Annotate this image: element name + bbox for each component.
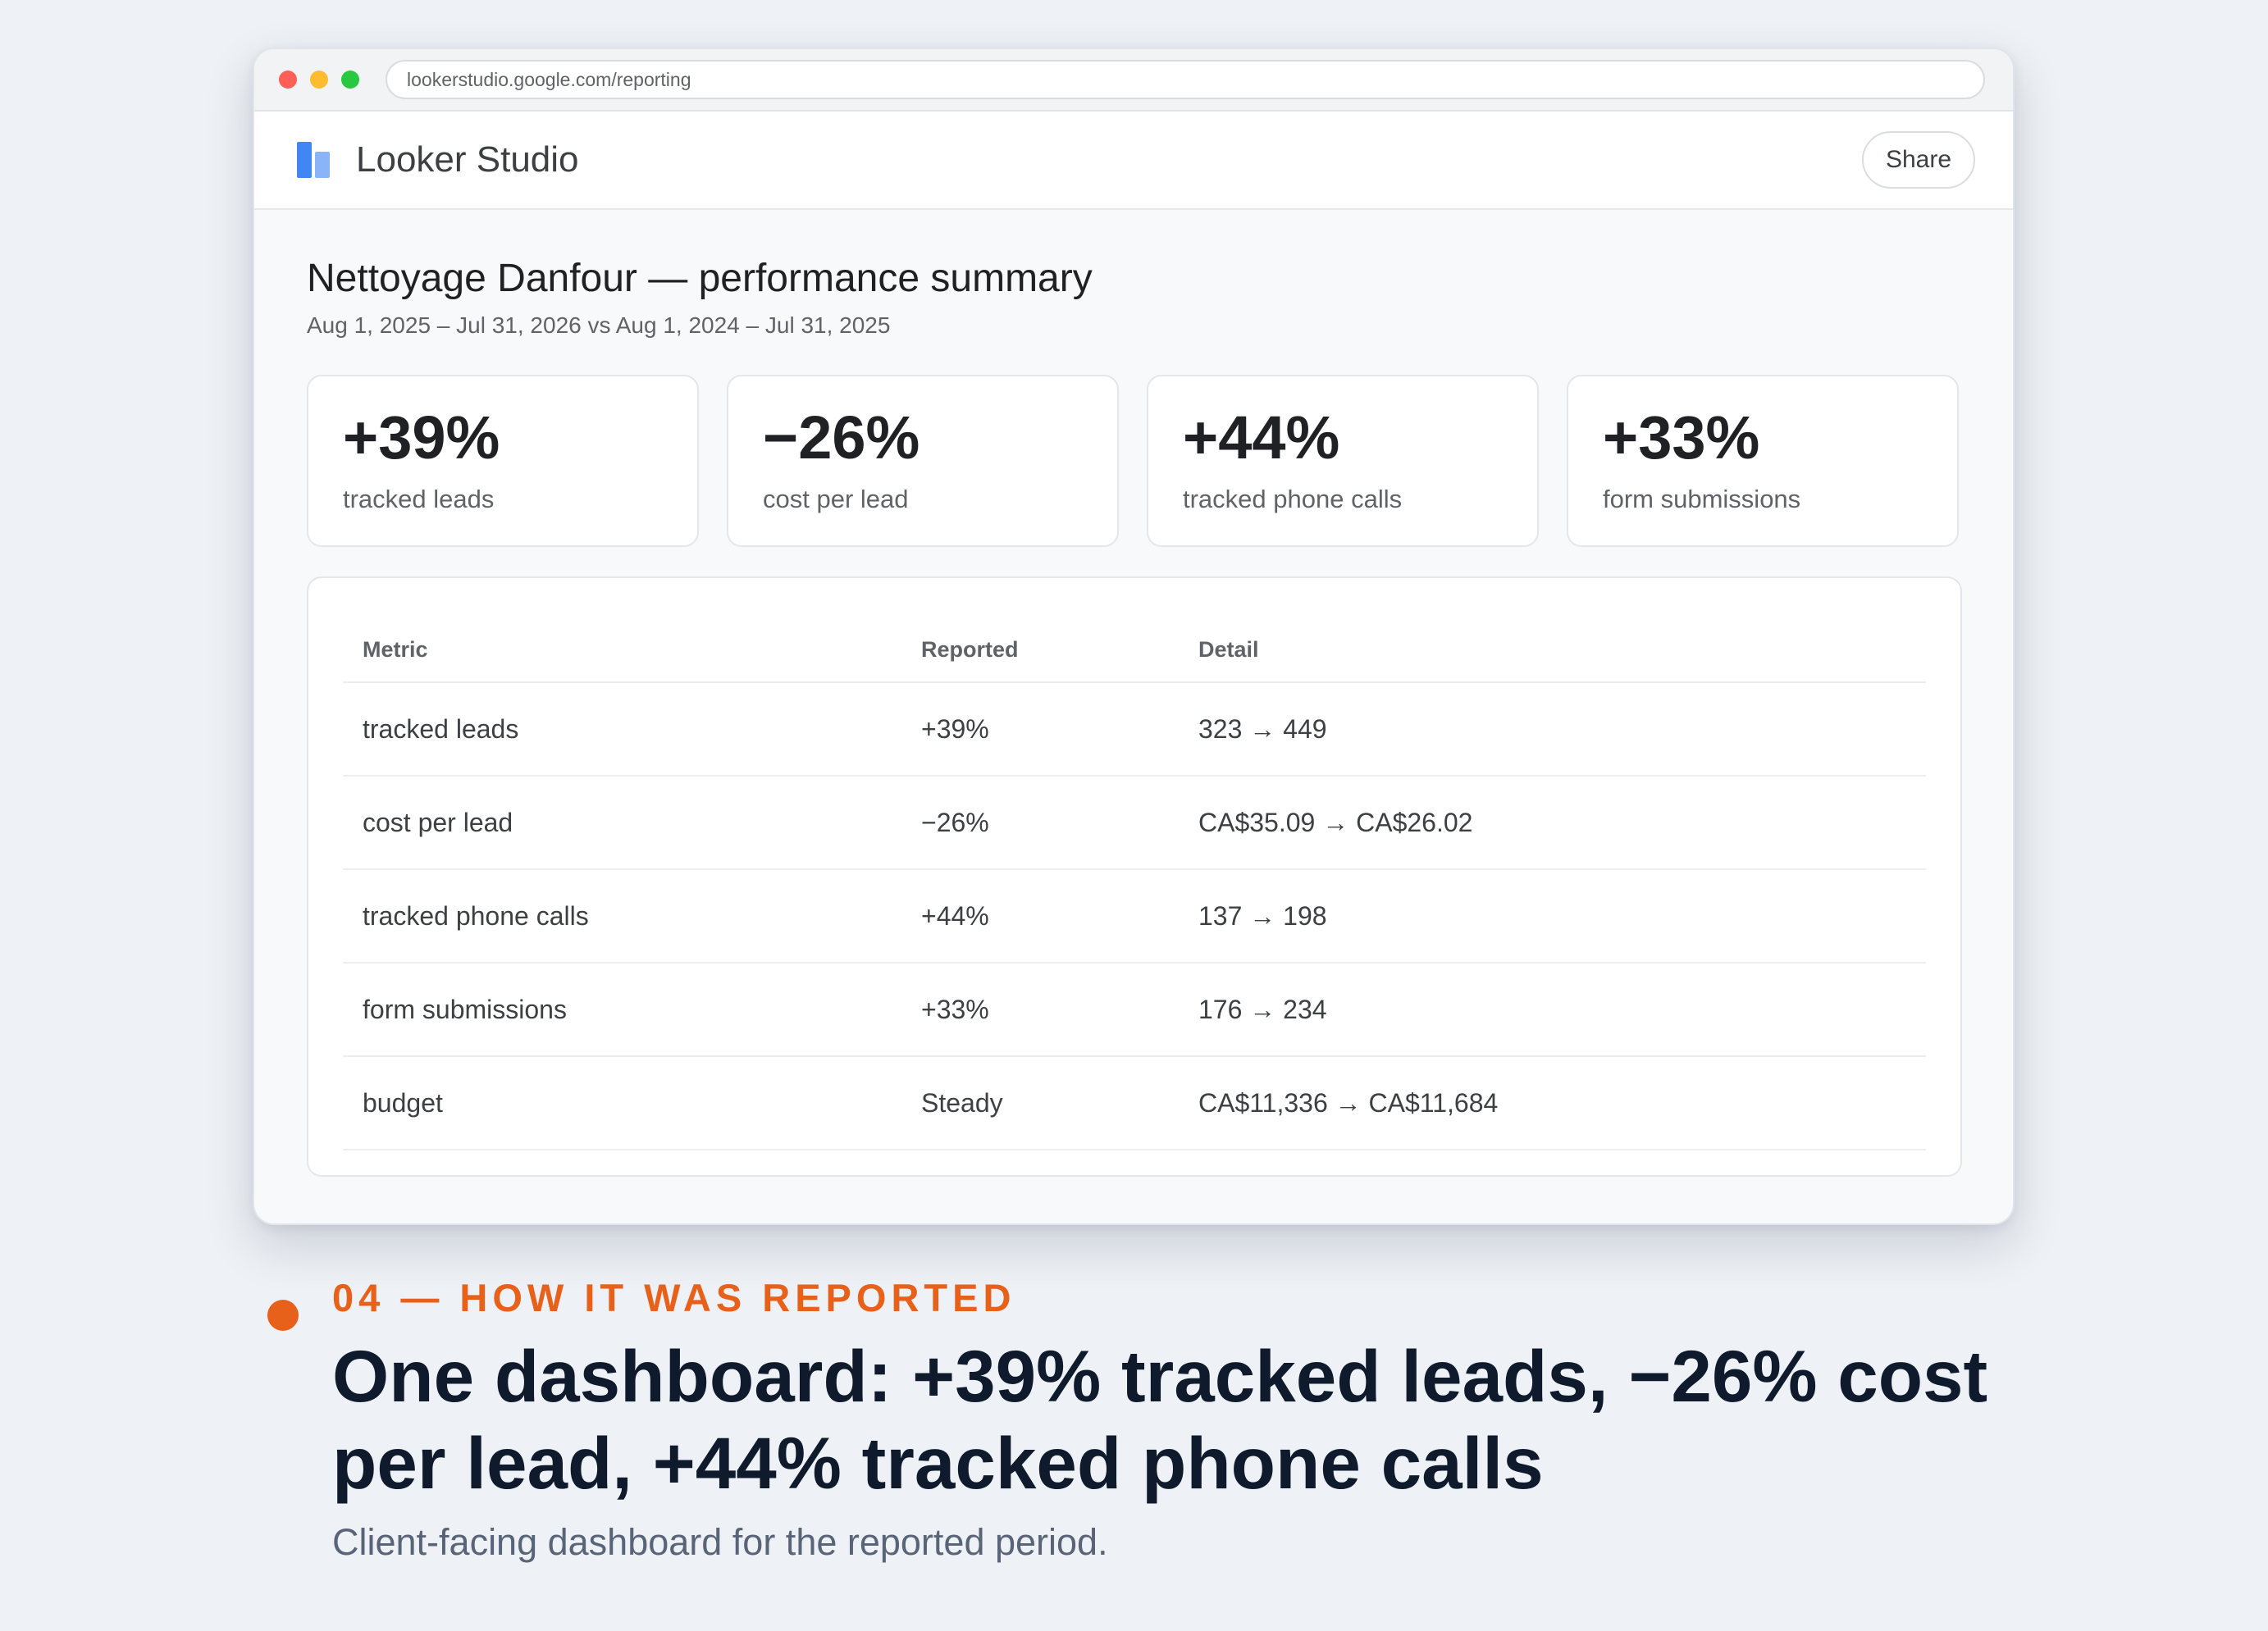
cell-detail: 137 → 198: [1198, 900, 1327, 931]
looker-studio-logo-icon: [297, 142, 333, 178]
kpi-value: +33%: [1603, 403, 1760, 472]
kpi-card-tracked-leads: +39% tracked leads: [307, 375, 699, 547]
metrics-table: Metric Reported Detail tracked leads +39…: [307, 576, 1962, 1177]
share-button[interactable]: Share: [1862, 131, 1975, 189]
minimize-window-dot[interactable]: [310, 71, 328, 89]
cell-reported: +44%: [921, 900, 989, 931]
report-date-range: Aug 1, 2025 – Jul 31, 2026 vs Aug 1, 202…: [307, 312, 891, 338]
browser-window: lookerstudio.google.com/reporting Looker…: [253, 48, 2015, 1225]
column-header-metric[interactable]: Metric: [363, 636, 428, 662]
maximize-window-dot[interactable]: [341, 71, 359, 89]
cell-metric: tracked leads: [363, 713, 519, 744]
cell-metric: form submissions: [363, 994, 567, 1024]
address-bar[interactable]: lookerstudio.google.com/reporting: [386, 60, 1985, 99]
cell-metric: budget: [363, 1087, 443, 1118]
cell-detail: 323 → 449: [1198, 713, 1327, 744]
kpi-label: tracked phone calls: [1183, 485, 1403, 513]
table-row: cost per lead −26% CA$35.09 → CA$26.02: [343, 777, 1926, 870]
kpi-cards: +39% tracked leads −26% cost per lead +4…: [307, 375, 1960, 547]
app-header: Looker Studio Share: [254, 112, 2013, 210]
kpi-label: cost per lead: [763, 485, 909, 513]
column-header-detail[interactable]: Detail: [1198, 636, 1259, 662]
cell-metric: cost per lead: [363, 807, 513, 837]
table-row: tracked leads +39% 323 → 449: [343, 683, 1926, 777]
column-header-reported[interactable]: Reported: [921, 636, 1019, 662]
cell-detail: 176 → 234: [1198, 994, 1327, 1024]
section-headline: One dashboard: +39% tracked leads, −26% …: [332, 1335, 1988, 1504]
kpi-value: −26%: [763, 403, 920, 472]
cell-detail: CA$35.09 → CA$26.02: [1198, 807, 1473, 837]
kpi-label: form submissions: [1603, 485, 1801, 513]
app-name: Looker Studio: [356, 139, 579, 180]
section-eyebrow: 04 — HOW IT WAS REPORTED: [332, 1276, 1016, 1319]
kpi-value: +39%: [343, 403, 500, 472]
report-content: Nettoyage Danfour — performance summary …: [254, 256, 2013, 1177]
address-bar-url: lookerstudio.google.com/reporting: [407, 68, 691, 90]
kpi-card-cost-per-lead: −26% cost per lead: [727, 375, 1119, 547]
close-window-dot[interactable]: [279, 71, 297, 89]
accent-dot-icon: [267, 1300, 299, 1331]
table-row: tracked phone calls +44% 137 → 198: [343, 870, 1926, 964]
browser-chrome: lookerstudio.google.com/reporting: [254, 49, 2013, 112]
kpi-card-tracked-phone-calls: +44% tracked phone calls: [1147, 375, 1539, 547]
kpi-card-form-submissions: +33% form submissions: [1567, 375, 1959, 547]
cell-detail: CA$11,336 → CA$11,684: [1198, 1087, 1499, 1118]
table-row: form submissions +33% 176 → 234: [343, 964, 1926, 1057]
cell-reported: +33%: [921, 994, 989, 1024]
cell-reported: +39%: [921, 713, 989, 744]
table-header: Metric Reported Detail: [343, 611, 1926, 683]
kpi-label: tracked leads: [343, 485, 495, 513]
cell-reported: Steady: [921, 1087, 1003, 1118]
kpi-value: +44%: [1183, 403, 1340, 472]
cell-reported: −26%: [921, 807, 989, 837]
table-row: budget Steady CA$11,336 → CA$11,684: [343, 1057, 1926, 1150]
section-subline: Client-facing dashboard for the reported…: [332, 1521, 1108, 1563]
report-title: Nettoyage Danfour — performance summary: [307, 257, 1093, 300]
cell-metric: tracked phone calls: [363, 900, 589, 931]
